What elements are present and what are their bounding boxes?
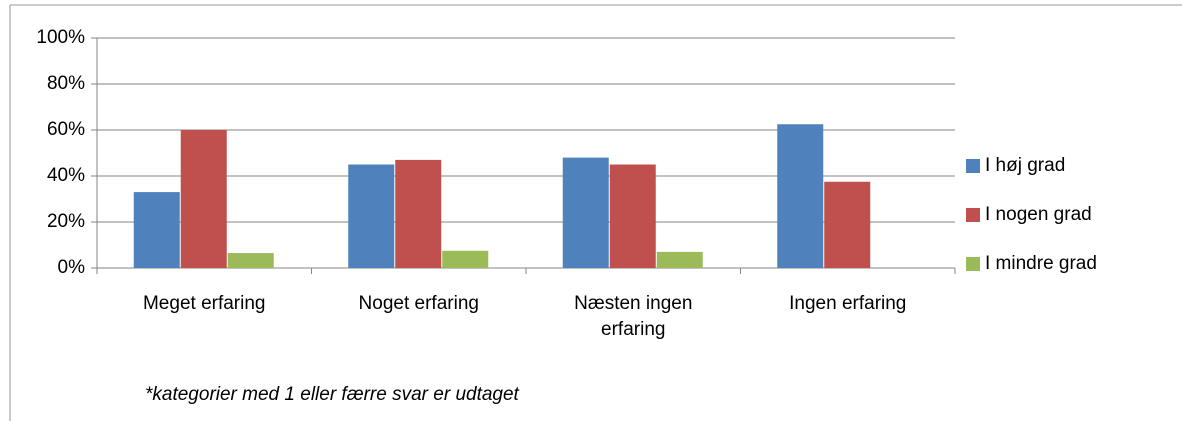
legend-label: I nogen grad: [985, 204, 1092, 225]
y-tick-label: 40%: [47, 165, 85, 186]
bar: [180, 130, 227, 268]
legend-label: I mindre grad: [985, 253, 1097, 274]
x-tick-label: Noget erfaring: [358, 293, 479, 314]
legend-label: I høj grad: [985, 155, 1065, 176]
x-tick-label: Ingen erfaring: [789, 293, 907, 314]
bar: [227, 253, 274, 268]
bar: [656, 251, 703, 268]
legend-swatch: [966, 257, 980, 271]
bar: [609, 164, 656, 268]
y-tick-label: 0%: [58, 257, 86, 278]
bar: [133, 192, 180, 268]
y-tick-label: 100%: [36, 27, 85, 48]
bar: [348, 164, 395, 268]
bar: [777, 124, 824, 268]
bar: [395, 159, 442, 268]
y-tick-label: 20%: [47, 211, 85, 232]
y-tick-label: 60%: [47, 119, 85, 140]
x-tick-label: Næsten ingen erfaring: [574, 293, 693, 340]
bar: [824, 181, 871, 268]
footnote: *kategorier med 1 eller færre svar er ud…: [145, 384, 520, 405]
legend-swatch: [966, 208, 980, 222]
y-tick-label: 80%: [47, 73, 85, 94]
bar: [562, 157, 609, 268]
legend-swatch: [966, 159, 980, 173]
x-tick-label: Meget erfaring: [142, 293, 266, 314]
bar: [442, 250, 489, 268]
